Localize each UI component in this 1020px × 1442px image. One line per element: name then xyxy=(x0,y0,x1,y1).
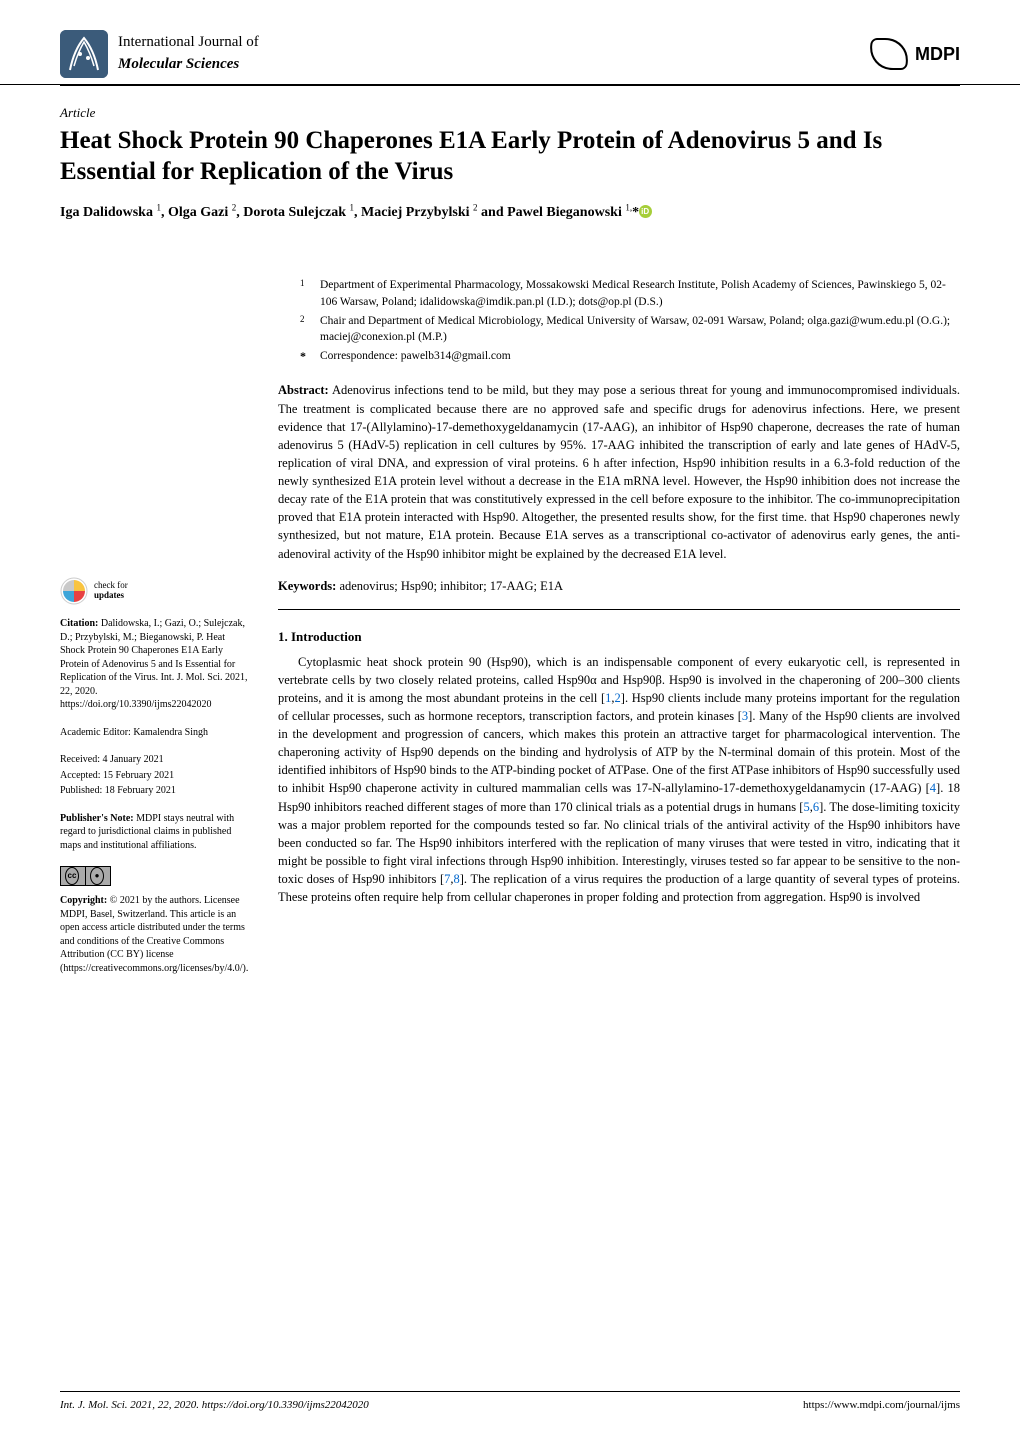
page-footer: Int. J. Mol. Sci. 2021, 22, 2020. https:… xyxy=(60,1391,960,1414)
editor-label: Academic Editor: xyxy=(60,727,131,738)
affiliations: 1 Department of Experimental Pharmacolog… xyxy=(300,277,960,365)
footer-right[interactable]: https://www.mdpi.com/journal/ijms xyxy=(803,1398,960,1414)
article-title: Heat Shock Protein 90 Chaperones E1A Ear… xyxy=(60,125,960,188)
copyright-label: Copyright: xyxy=(60,895,107,906)
published-date: Published: 18 February 2021 xyxy=(60,784,250,798)
title-block: Article Heat Shock Protein 90 Chaperones… xyxy=(60,104,960,245)
affiliation-1-text: Department of Experimental Pharmacology,… xyxy=(320,277,960,310)
journal-logo-block: International Journal of Molecular Scien… xyxy=(60,30,259,78)
affiliation-2: 2 Chair and Department of Medical Microb… xyxy=(300,313,960,346)
journal-logo-icon xyxy=(60,30,108,78)
journal-name: International Journal of Molecular Scien… xyxy=(118,32,259,76)
cc-by-badge-icon[interactable]: cc ● xyxy=(60,866,111,886)
keywords-text: adenovirus; Hsp90; inhibitor; 17-AAG; E1… xyxy=(336,579,563,593)
abstract-text: Adenovirus infections tend to be mild, b… xyxy=(278,383,960,560)
sidebar: check for updates Citation: Dalidowska, … xyxy=(60,277,250,989)
check-for-updates[interactable]: check for updates xyxy=(60,577,250,605)
citation-text: Dalidowska, I.; Gazi, O.; Sulejczak, D.;… xyxy=(60,618,248,710)
license-block: cc ● Copyright: © 2021 by the authors. L… xyxy=(60,866,250,975)
orcid-icon[interactable] xyxy=(639,205,652,218)
section-1-heading: 1. Introduction xyxy=(278,628,960,647)
correspondence: * Correspondence: pawelb314@gmail.com xyxy=(300,348,960,365)
affiliation-2-text: Chair and Department of Medical Microbio… xyxy=(320,313,960,346)
accepted-date: Accepted: 15 February 2021 xyxy=(60,769,250,783)
check-updates-label: check for updates xyxy=(94,581,128,601)
publisher-logo: MDPI xyxy=(869,38,960,70)
page-header: International Journal of Molecular Scien… xyxy=(0,0,1020,85)
abstract-label: Abstract: xyxy=(278,383,329,397)
abstract: Abstract: Adenovirus infections tend to … xyxy=(278,381,960,562)
article-type: Article xyxy=(60,104,960,123)
dates-block: Received: 4 January 2021 Accepted: 15 Fe… xyxy=(60,753,250,798)
correspondence-text: Correspondence: pawelb314@gmail.com xyxy=(320,348,511,365)
affiliation-1: 1 Department of Experimental Pharmacolog… xyxy=(300,277,960,310)
section-1-paragraph-1: Cytoplasmic heat shock protein 90 (Hsp90… xyxy=(278,653,960,907)
pubnote-label: Publisher's Note: xyxy=(60,813,134,824)
footer-left: Int. J. Mol. Sci. 2021, 22, 2020. https:… xyxy=(60,1398,369,1414)
copyright-text: © 2021 by the authors. Licensee MDPI, Ba… xyxy=(60,895,248,974)
authors-text: Iga Dalidowska 1, Olga Gazi 2, Dorota Su… xyxy=(60,205,652,220)
keywords-label: Keywords: xyxy=(278,579,336,593)
main-column: 1 Department of Experimental Pharmacolog… xyxy=(278,277,960,989)
citation-label: Citation: xyxy=(60,618,98,629)
editor-name: Kamalendra Singh xyxy=(131,727,208,738)
author-list: Iga Dalidowska 1, Olga Gazi 2, Dorota Su… xyxy=(60,201,960,223)
publisher-logo-text: MDPI xyxy=(915,41,960,67)
crossref-icon xyxy=(60,577,88,605)
section-divider xyxy=(278,609,960,610)
editor-block: Academic Editor: Kamalendra Singh xyxy=(60,726,250,740)
mdpi-swirl-icon xyxy=(867,38,911,70)
keywords: Keywords: adenovirus; Hsp90; inhibitor; … xyxy=(278,577,960,595)
journal-name-line2: Molecular Sciences xyxy=(118,54,259,76)
publisher-note-block: Publisher's Note: MDPI stays neutral wit… xyxy=(60,812,250,853)
received-date: Received: 4 January 2021 xyxy=(60,753,250,767)
journal-name-line1: International Journal of xyxy=(118,32,259,54)
header-rule xyxy=(60,85,960,86)
citation-block: Citation: Dalidowska, I.; Gazi, O.; Sule… xyxy=(60,617,250,712)
